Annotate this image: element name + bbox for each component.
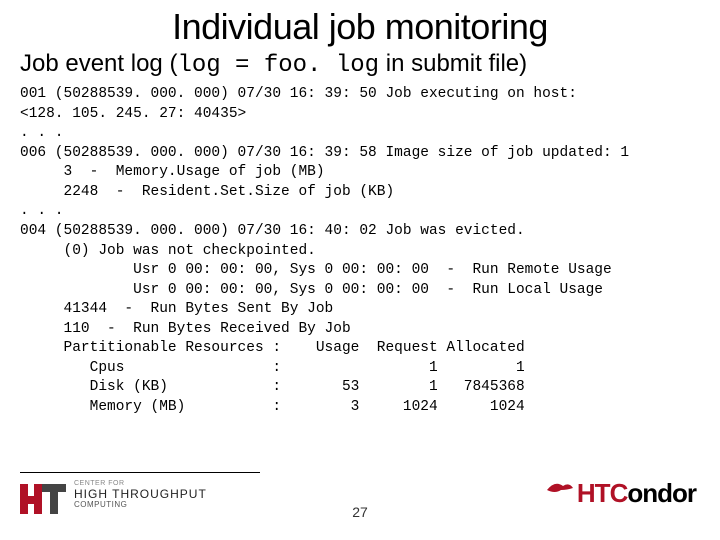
chtc-line3: COMPUTING [74,501,207,510]
chtc-logo-text: CENTER FOR HIGH THROUGHPUT COMPUTING [74,480,207,510]
subtitle-prefix: Job event log ( [20,50,177,77]
ht-mark-icon [20,480,66,520]
chtc-line2: HIGH THROUGHPUT [74,488,207,501]
subtitle-code: log = foo. log [177,52,379,79]
slide-subtitle: Job event log (log = foo. log in submit … [0,48,720,85]
condor-icon [545,476,575,500]
slide-title: Individual job monitoring [0,0,720,48]
page-number: 27 [352,504,368,520]
slide-footer: CENTER FOR HIGH THROUGHPUT COMPUTING 27 … [0,472,720,540]
footer-divider [20,472,260,473]
htcondor-text: HTCondor [577,478,696,509]
subtitle-suffix: in submit file) [379,50,527,77]
htcondor-logo: HTCondor [545,478,696,509]
chtc-logo: CENTER FOR HIGH THROUGHPUT COMPUTING [20,480,207,520]
log-output: 001 (50288539. 000. 000) 07/30 16: 39: 5… [0,85,720,418]
